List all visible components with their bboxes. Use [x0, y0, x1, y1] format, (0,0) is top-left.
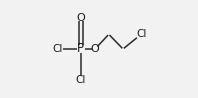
Text: O: O [91, 44, 99, 54]
Text: Cl: Cl [136, 29, 146, 39]
Text: Cl: Cl [76, 75, 86, 85]
Text: P: P [77, 43, 84, 55]
Text: Cl: Cl [53, 44, 63, 54]
Text: O: O [76, 13, 85, 23]
